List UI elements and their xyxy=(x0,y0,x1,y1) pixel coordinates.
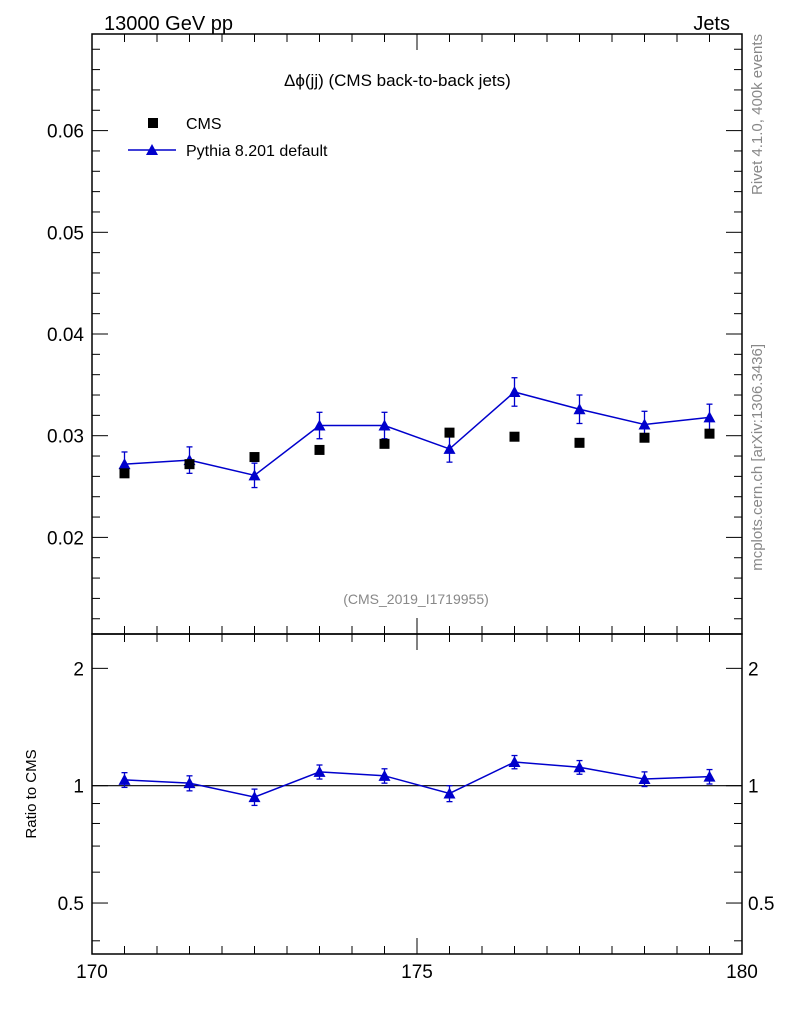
main-y-tick-label: 0.05 xyxy=(47,223,84,244)
cms-point xyxy=(184,459,195,470)
analysis-watermark: (CMS_2019_I1719955) xyxy=(343,591,489,607)
main-y-tick-label: 0.02 xyxy=(47,528,84,549)
cms-point xyxy=(574,437,585,448)
header-category-label: Jets xyxy=(693,13,730,35)
header-energy-label: 13000 GeV pp xyxy=(104,13,233,35)
main-y-tick-label: 0.03 xyxy=(47,427,84,448)
main-y-axis: 0.02 0.03 0.04 0.05 0.06 xyxy=(47,48,742,620)
x-axis: 170 175 180 xyxy=(76,34,758,983)
ratio-pythia-point xyxy=(443,787,456,799)
ratio-y-axis: 0.5 0.5 1 1 2 2 xyxy=(58,659,774,942)
ratio-y-tick-label-left: 0.5 xyxy=(58,894,84,915)
x-tick-label: 170 xyxy=(76,962,108,983)
pythia-point xyxy=(443,442,456,454)
pythia-point xyxy=(313,419,326,431)
main-data-layer xyxy=(118,377,716,489)
cms-point xyxy=(639,432,650,443)
ratio-y-tick-label-right: 0.5 xyxy=(748,894,774,915)
ratio-pythia-point xyxy=(313,765,326,777)
pythia-point xyxy=(118,458,131,470)
ratio-y-tick-label-left: 1 xyxy=(73,777,84,798)
main-y-tick-label: 0.06 xyxy=(47,122,84,143)
main-y-tick-label: 0.04 xyxy=(47,325,84,346)
ratio-y-tick-label-right: 1 xyxy=(748,777,759,798)
plot-title-text: (CMS back-to-back jets) xyxy=(328,71,510,90)
plot-title: Δϕ(jj) (CMS back-to-back jets) xyxy=(284,71,511,90)
pythia-point xyxy=(378,419,391,431)
pythia-point xyxy=(573,403,586,415)
ratio-y-tick-label-left: 2 xyxy=(73,659,84,680)
legend-marker-cms xyxy=(148,118,158,128)
pythia-point xyxy=(703,411,716,423)
mcplots-label: mcplots.cern.ch [arXiv:1306.3436] xyxy=(749,344,766,571)
plot-title-symbol: Δϕ(jj) xyxy=(284,71,328,90)
pythia-point xyxy=(508,385,521,397)
ratio-pythia-point xyxy=(573,761,586,773)
cms-point xyxy=(119,468,130,479)
ratio-data-layer xyxy=(92,754,742,807)
cms-point xyxy=(379,438,390,449)
ratio-pythia-point xyxy=(378,769,391,781)
cms-point xyxy=(509,431,520,442)
x-tick-label: 180 xyxy=(726,962,758,983)
ratio-pythia-point xyxy=(183,777,196,789)
x-tick-label: 175 xyxy=(401,962,433,983)
rivet-label: Rivet 4.1.0, 400k events xyxy=(749,34,766,195)
pythia-line xyxy=(124,391,710,477)
ratio-pythia-point xyxy=(248,791,261,803)
legend-marker-pythia xyxy=(146,144,158,155)
ratio-y-tick-label-right: 2 xyxy=(748,659,759,680)
cms-point xyxy=(249,452,260,463)
legend-label-cms: CMS xyxy=(186,116,222,133)
ratio-pythia-point xyxy=(508,756,521,768)
ratio-plot-frame xyxy=(91,633,743,955)
ratio-y-axis-label: Ratio to CMS xyxy=(23,749,40,838)
cms-point xyxy=(314,444,325,455)
legend: CMS Pythia 8.201 default xyxy=(128,116,328,160)
ratio-pythia-point xyxy=(638,773,651,785)
cms-point xyxy=(704,428,715,439)
legend-label-pythia: Pythia 8.201 default xyxy=(186,143,328,160)
ratio-pythia-point xyxy=(118,773,131,785)
ratio-pythia-point xyxy=(703,770,716,782)
pythia-point xyxy=(248,469,261,481)
cms-point xyxy=(444,427,455,438)
pythia-point xyxy=(638,418,651,430)
ratio-pythia-line xyxy=(124,761,710,798)
